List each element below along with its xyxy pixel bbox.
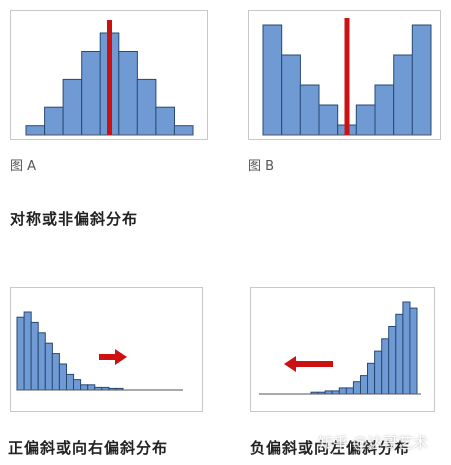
figure-caption-b: 图 B <box>248 155 274 174</box>
histogram-bar <box>300 85 319 135</box>
histogram-bar <box>119 52 138 136</box>
histogram-bar <box>26 126 45 135</box>
histogram-bar <box>356 105 375 135</box>
histogram-bar <box>24 312 31 390</box>
histogram-bar <box>156 107 175 135</box>
histogram-bar <box>382 339 389 394</box>
histogram-bar <box>403 302 410 394</box>
histogram-bar <box>82 52 101 136</box>
histogram-panel-positive-skew <box>10 287 203 412</box>
histogram-panel-a <box>10 10 208 140</box>
histogram-bar <box>81 385 88 390</box>
skew-arrow <box>284 356 333 372</box>
histogram-bar <box>353 382 360 394</box>
histogram-bar <box>45 343 52 390</box>
histogram-bar <box>375 351 382 394</box>
histogram-panel-negative-skew <box>250 287 435 412</box>
histogram-bar <box>38 333 45 390</box>
center-marker <box>107 20 112 135</box>
histogram-bar <box>368 363 375 394</box>
histogram-bar <box>394 55 413 135</box>
histogram-b <box>249 11 442 141</box>
heading-symmetric: 对称或非偏斜分布 <box>10 208 138 229</box>
histogram-bar <box>52 354 59 390</box>
histogram-bar <box>17 317 24 390</box>
histogram-bar <box>346 388 353 394</box>
figure-caption-a: 图 A <box>10 155 36 174</box>
histogram-bar <box>174 126 193 135</box>
histogram-a <box>11 11 209 141</box>
histogram-bar <box>88 385 95 390</box>
histogram-bar <box>412 25 431 135</box>
histogram-bar <box>45 107 64 135</box>
histogram-bar <box>74 380 81 390</box>
histogram-bar <box>31 322 38 390</box>
histogram-panel-b <box>248 10 441 140</box>
histogram-bar <box>396 314 403 394</box>
heading-positive-skew: 正偏斜或向右偏斜分布 <box>8 437 168 458</box>
histogram-bar <box>319 105 338 135</box>
histogram-negative-skew <box>251 288 436 413</box>
histogram-bar <box>389 327 396 395</box>
histogram-bar <box>361 376 368 394</box>
histogram-bar <box>375 85 394 135</box>
histogram-bar <box>59 364 66 390</box>
histogram-positive-skew <box>11 288 204 413</box>
histogram-bar <box>410 308 417 394</box>
histogram-bar <box>63 79 82 135</box>
histogram-bar <box>282 55 301 135</box>
histogram-bar <box>137 79 156 135</box>
histogram-bar <box>67 374 74 390</box>
skew-arrow <box>99 349 127 365</box>
watermark: 知乎 @达哥艺术 <box>318 432 428 453</box>
center-marker <box>345 18 350 135</box>
histogram-bar <box>339 388 346 394</box>
histogram-bar <box>263 25 282 135</box>
